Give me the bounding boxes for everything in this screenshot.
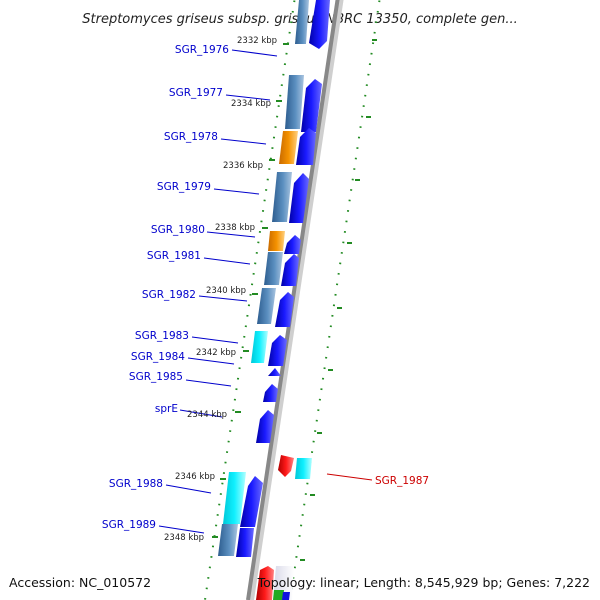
right-dotted-track — [289, 0, 381, 600]
gene-label-sgr-1981[interactable]: SGR_1981 — [147, 250, 201, 262]
gene-1988-category-bar[interactable] — [223, 472, 246, 524]
gene-1985-cds-arrow[interactable] — [268, 368, 281, 376]
scale-label: 2348 kbp — [164, 533, 204, 543]
gene-1983-category-bar[interactable] — [251, 331, 268, 363]
gene-1987-category-bar[interactable] — [295, 458, 312, 479]
genome-axis-shadow — [247, 0, 344, 600]
gene-labels: SGR_1976 SGR_1977 SGR_1978 SGR_1979 SGR_… — [102, 44, 429, 531]
gene-1977-category-bar[interactable] — [285, 75, 304, 129]
sprE-cds-arrow[interactable] — [256, 410, 274, 443]
bottom-blue-bar[interactable] — [282, 592, 290, 600]
gene-1979-cds-arrow[interactable] — [289, 173, 309, 223]
gene-label-sgr-1977[interactable]: SGR_1977 — [169, 87, 223, 99]
gene-label-sgr-1984[interactable]: SGR_1984 — [131, 351, 185, 363]
sprE-upper-cds-arrow[interactable] — [263, 384, 278, 402]
gene-1980-cds-arrow[interactable] — [284, 235, 301, 254]
gene-label-sgr-1978[interactable]: SGR_1978 — [164, 131, 218, 143]
scale-label: 2338 kbp — [215, 223, 255, 233]
scale-label: 2342 kbp — [196, 348, 236, 358]
gene-1987-cds-arrow[interactable] — [278, 455, 294, 477]
ruler-ticks — [212, 39, 377, 561]
gene-1978-cds-arrow[interactable] — [296, 128, 316, 165]
gene-1989-cds-arrow[interactable] — [236, 528, 254, 557]
gene-label-sgr-1983[interactable]: SGR_1983 — [135, 330, 189, 342]
gene-1981-cds-arrow[interactable] — [281, 254, 299, 286]
scale-label: 2332 kbp — [237, 36, 277, 46]
gene-1978-category-bar[interactable] — [279, 131, 298, 164]
gene-1976-cds-arrow[interactable] — [309, 0, 330, 49]
gene-label-sgr-1985[interactable]: SGR_1985 — [129, 371, 183, 383]
scale-label: 2344 kbp — [187, 410, 227, 420]
genome-axis — [246, 0, 340, 600]
gene-1977-cds-arrow[interactable] — [301, 79, 322, 132]
gene-label-sgr-1982[interactable]: SGR_1982 — [142, 289, 196, 301]
scale-labels: 2332 kbp 2334 kbp 2336 kbp 2338 kbp 2340… — [164, 36, 277, 543]
forward-category-track — [218, 0, 309, 556]
scale-label: 2346 kbp — [175, 472, 215, 482]
gene-label-sgr-1988[interactable]: SGR_1988 — [109, 478, 163, 490]
gene-1981-category-bar[interactable] — [264, 252, 283, 285]
gene-label-sgr-1987[interactable]: SGR_1987 — [375, 475, 429, 487]
scale-label: 2336 kbp — [223, 161, 263, 171]
gene-label-sgr-1979[interactable]: SGR_1979 — [157, 181, 211, 193]
scale-label: 2334 kbp — [231, 99, 271, 109]
reverse-track — [256, 455, 312, 600]
gene-label-sgr-1989[interactable]: SGR_1989 — [102, 519, 156, 531]
bottom-reverse-arrow[interactable] — [256, 566, 274, 600]
gene-1989-category-bar[interactable] — [218, 524, 238, 556]
gene-label-sgr-1976[interactable]: SGR_1976 — [175, 44, 229, 56]
label-leader-lines — [158, 49, 373, 534]
gene-1980-category-bar[interactable] — [268, 231, 285, 251]
gene-1976-category-bar[interactable] — [295, 0, 309, 44]
gene-1982-cds-arrow[interactable] — [275, 292, 294, 327]
gene-1979-category-bar[interactable] — [272, 172, 292, 222]
forward-cds-track — [236, 0, 330, 557]
left-dotted-track — [204, 0, 296, 600]
scale-label: 2340 kbp — [206, 286, 246, 296]
gene-1988-cds-arrow[interactable] — [240, 476, 263, 527]
accession-text: Accession: NC_010572 — [9, 575, 151, 590]
gene-label-sgr-1980[interactable]: SGR_1980 — [151, 224, 205, 236]
gene-1982-category-bar[interactable] — [257, 288, 276, 324]
gene-1984-cds-arrow[interactable] — [268, 335, 287, 366]
bottom-green-bar[interactable] — [273, 590, 284, 600]
gene-label-spre[interactable]: sprE — [155, 403, 178, 415]
genome-summary-text: Topology: linear; Length: 8,545,929 bp; … — [257, 575, 590, 590]
